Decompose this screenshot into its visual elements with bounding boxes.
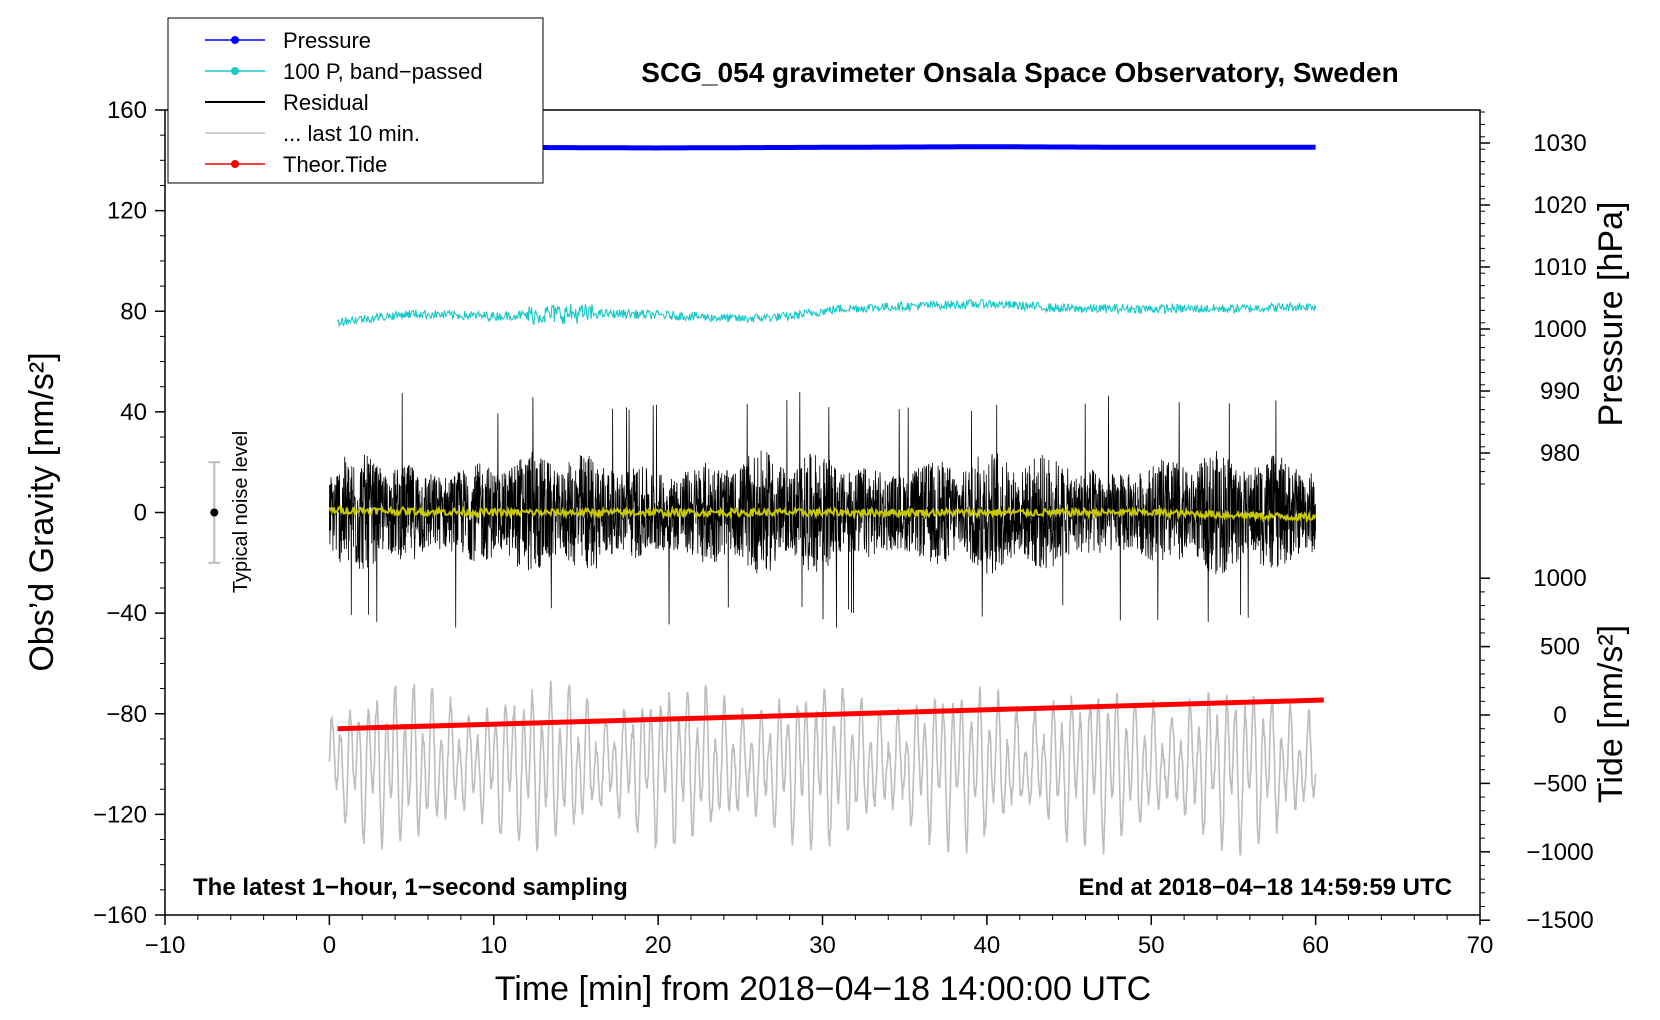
legend-label: Pressure <box>283 28 371 53</box>
tide-tick-label: 1000 <box>1533 565 1586 592</box>
y-tick-label: 40 <box>120 399 147 426</box>
x-tick-label: 10 <box>480 932 507 959</box>
tide-tick-label: −500 <box>1533 770 1587 797</box>
y-tick-label: −160 <box>93 902 147 929</box>
pressure-tick-label: 980 <box>1540 440 1580 467</box>
noise-bar <box>208 461 221 564</box>
series-residual-smoothed <box>328 504 1317 524</box>
tide-tick-label: 500 <box>1540 634 1580 661</box>
pressure-tick-label: 990 <box>1540 378 1580 405</box>
x-tick-label: 0 <box>323 932 336 959</box>
tide-tick-label: −1500 <box>1526 907 1593 934</box>
x-tick-label: 40 <box>974 932 1001 959</box>
note-left: The latest 1−hour, 1−second sampling <box>193 874 628 901</box>
pressure-axis-title: Pressure [hPa] <box>1592 202 1630 427</box>
tide-tick-label: −1000 <box>1526 839 1593 866</box>
y-tick-label: −40 <box>106 600 147 627</box>
pressure-axis: 1030 1020 1010 1000 990 980 <box>1480 111 1587 485</box>
x-tick-label: −10 <box>145 932 186 959</box>
pressure-tick-label: 1020 <box>1533 192 1586 219</box>
note-right: End at 2018−04−18 14:59:59 UTC <box>1078 874 1452 901</box>
legend-label: Theor.Tide <box>283 152 387 177</box>
legend-label: Residual <box>283 90 369 115</box>
tide-axis: 1000 500 0 −500 −1000 −1500 <box>1480 565 1594 934</box>
y-tick-label: 0 <box>134 500 147 527</box>
y-tick-label: 120 <box>107 198 147 225</box>
series-layer <box>328 144 1324 856</box>
series-last-10-min <box>328 680 1317 856</box>
legend-marker <box>231 36 239 44</box>
pressure-tick-label: 1010 <box>1533 254 1586 281</box>
legend-box <box>167 17 544 184</box>
legend-marker <box>231 67 239 75</box>
chart-title: SCG_054 gravimeter Onsala Space Observat… <box>641 57 1398 88</box>
noise-bar-dot <box>210 508 219 517</box>
x-tick-label: 20 <box>645 932 672 959</box>
legend: Pressure 100 P, band−passed Residual ... la… <box>167 17 544 184</box>
x-axis: −10 0 10 20 30 40 50 60 70 <box>145 915 1494 959</box>
pressure-tick-label: 1000 <box>1533 316 1586 343</box>
y-tick-label: 160 <box>107 97 147 124</box>
y-tick-label: −80 <box>106 701 147 728</box>
series-residual <box>328 391 1316 628</box>
x-tick-label: 70 <box>1467 932 1494 959</box>
x-tick-label: 30 <box>809 932 836 959</box>
tide-axis-title: Tide [nm/s²] <box>1592 625 1630 803</box>
y-axis-left: 160 120 80 40 0 −40 −80 −120 −160 <box>93 97 165 929</box>
series-pressure-bandpassed <box>337 298 1317 328</box>
pressure-tick-label: 1030 <box>1533 130 1586 157</box>
noise-label: Typical noise level <box>230 431 252 593</box>
x-tick-label: 50 <box>1138 932 1165 959</box>
legend-label: 100 P, band−passed <box>283 59 483 84</box>
tide-tick-label: 0 <box>1553 702 1566 729</box>
y-axis-left-title: Obs’d Gravity [nm/s²] <box>23 352 61 671</box>
legend-label: ... last 10 min. <box>283 121 420 146</box>
x-axis-title: Time [min] from 2018−04−18 14:00:00 UTC <box>495 970 1151 1008</box>
legend-marker <box>231 160 239 168</box>
y-tick-label: −120 <box>93 801 147 828</box>
series-theor-tide <box>337 697 1324 732</box>
x-tick-label: 60 <box>1302 932 1329 959</box>
y-tick-label: 80 <box>120 298 147 325</box>
